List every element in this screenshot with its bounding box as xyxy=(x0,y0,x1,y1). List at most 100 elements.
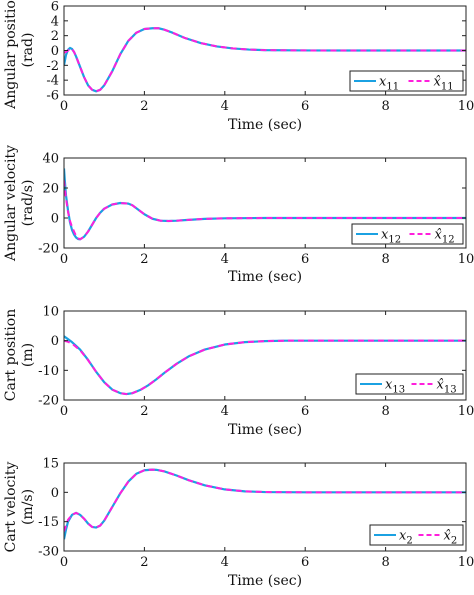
chart-panel-4: 0 2 4 6 8 10 -30 -15 0 15 Time (sec) Cart velocity(… xyxy=(3,457,474,590)
legend-box xyxy=(369,524,464,546)
x-tick-label: 4 xyxy=(221,252,229,267)
x-tick-label: 0 xyxy=(60,99,68,114)
legend-entry-symbol: x̂ xyxy=(437,378,445,393)
x-tick-label: 8 xyxy=(381,404,389,419)
x-tick-label: 0 xyxy=(60,404,68,419)
x-axis-label: Time (sec) xyxy=(228,573,302,589)
y-axis-label-line: (rad) xyxy=(20,33,36,68)
legend-entry-symbol: x̂ xyxy=(434,75,442,90)
legend-entry-symbol: x̂ xyxy=(444,529,452,544)
series-line-estimate xyxy=(64,27,466,93)
y-tick-label: -10 xyxy=(38,364,59,379)
x-tick-label: 4 xyxy=(221,555,229,570)
legend-entry-subscript: 13 xyxy=(392,385,405,396)
y-tick-label: 0 xyxy=(51,212,59,227)
series-line-estimate xyxy=(64,180,466,241)
legend-entry-subscript: 2 xyxy=(406,536,412,547)
legend-entry-subscript: 12 xyxy=(442,235,455,246)
chart-panel-3: 0 2 4 6 8 10 -20 -10 0 10 Time (sec) Cart position(… xyxy=(3,305,474,439)
y-axis-label: Angular position(rad) xyxy=(3,0,36,110)
x-axis-label: Time (sec) xyxy=(228,422,302,438)
x-tick-label: 0 xyxy=(60,252,68,267)
plot-frame xyxy=(63,310,467,401)
y-axis-label-line: (m/s) xyxy=(20,489,36,525)
legend-entry-symbol: x xyxy=(385,378,393,393)
legend: x13 x̂13 xyxy=(355,373,464,396)
y-tick-label: -20 xyxy=(38,242,59,257)
series-line-estimate xyxy=(64,339,466,396)
x-tick-label: 2 xyxy=(140,99,148,114)
legend-entry-symbol: x xyxy=(379,75,387,90)
x-tick-label: 6 xyxy=(301,252,309,267)
legend-entry: x12 xyxy=(381,228,401,246)
y-axis-label-line: (rad/s) xyxy=(20,180,36,227)
legend: x2 x̂2 xyxy=(369,524,464,547)
legend-entry-subscript: 11 xyxy=(386,82,399,93)
y-tick-label: 2 xyxy=(51,29,59,44)
x-tick-label: 6 xyxy=(301,555,309,570)
x-tick-label: 2 xyxy=(140,555,148,570)
y-tick-label: 4 xyxy=(51,14,59,29)
series-line-estimate xyxy=(64,468,466,532)
legend-box xyxy=(351,223,464,245)
x-tick-label: 2 xyxy=(140,252,148,267)
x-tick-label: 6 xyxy=(301,99,309,114)
y-axis-label-line: Cart velocity xyxy=(3,462,19,553)
series-line-true xyxy=(64,468,466,540)
y-axis-label-line: Cart position xyxy=(3,309,19,401)
legend-box xyxy=(355,373,464,395)
x-axis-label: Time (sec) xyxy=(228,269,302,285)
legend-box xyxy=(349,70,464,92)
y-axis-label: Angular velocity(rad/s) xyxy=(3,145,36,262)
y-tick-label: -6 xyxy=(46,89,59,104)
legend-entry: x̂2 xyxy=(444,529,458,547)
y-axis-label: Cart position(m) xyxy=(3,309,36,401)
y-tick-label: -20 xyxy=(38,394,59,409)
y-tick-label: 40 xyxy=(42,152,59,167)
y-tick-label: 10 xyxy=(42,305,59,320)
x-tick-label: 4 xyxy=(221,99,229,114)
y-axis-label-line: (m) xyxy=(20,343,36,367)
x-tick-label: 8 xyxy=(381,555,389,570)
y-tick-label: 0 xyxy=(51,486,59,501)
y-tick-label: -30 xyxy=(38,545,59,560)
x-tick-label: 10 xyxy=(458,555,474,570)
legend-entry-subscript: 11 xyxy=(441,82,454,93)
y-axis-label-line: Angular velocity xyxy=(3,145,19,262)
plot-frame xyxy=(63,462,467,552)
x-tick-label: 8 xyxy=(381,99,389,114)
y-tick-label: -15 xyxy=(38,515,59,530)
x-tick-label: 2 xyxy=(140,404,148,419)
y-tick-label: 6 xyxy=(51,0,59,15)
x-tick-label: 10 xyxy=(458,404,474,419)
y-tick-label: -4 xyxy=(46,74,59,89)
y-axis-label: Cart velocity(m/s) xyxy=(3,462,36,553)
legend-entry: x̂12 xyxy=(435,228,455,246)
legend-entry-subscript: 12 xyxy=(388,235,401,246)
x-tick-label: 8 xyxy=(381,252,389,267)
y-tick-label: 15 xyxy=(42,457,59,472)
x-axis-label: Time (sec) xyxy=(228,117,302,133)
legend-entry: x̂13 xyxy=(437,378,457,396)
legend-entry: x13 xyxy=(385,378,405,396)
legend-entry: x11 xyxy=(379,75,399,93)
x-tick-label: 10 xyxy=(458,252,474,267)
legend: x12 x̂12 xyxy=(351,223,464,246)
x-tick-label: 4 xyxy=(221,404,229,419)
x-tick-label: 6 xyxy=(301,404,309,419)
legend-entry: x̂11 xyxy=(434,75,454,93)
legend-entry: x2 xyxy=(399,529,413,547)
y-tick-label: 0 xyxy=(51,44,59,59)
plot-frame xyxy=(63,157,467,249)
y-tick-label: -2 xyxy=(46,59,59,74)
y-axis-label-line: Angular position xyxy=(3,0,19,110)
legend: x11 x̂11 xyxy=(349,70,464,93)
legend-entry-subscript: 13 xyxy=(444,385,457,396)
legend-entry-subscript: 2 xyxy=(451,536,457,547)
x-tick-label: 10 xyxy=(458,99,474,114)
legend-entry-symbol: x̂ xyxy=(435,228,443,243)
